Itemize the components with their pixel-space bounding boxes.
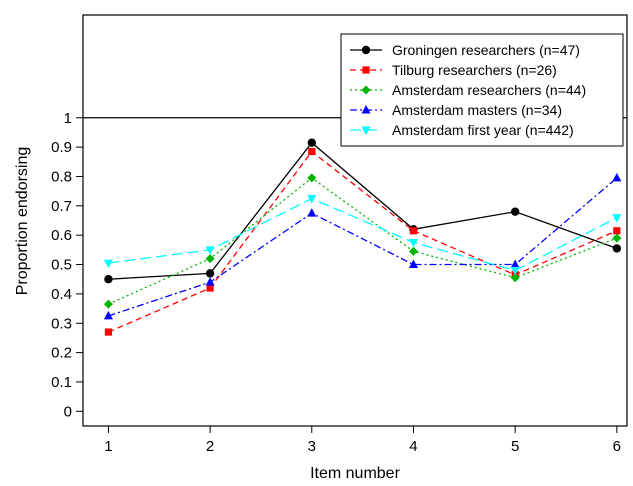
series-line	[108, 150, 618, 333]
data-point	[205, 269, 215, 278]
series-line	[108, 197, 618, 272]
data-point	[205, 246, 215, 255]
series-layer	[103, 138, 622, 336]
x-tick-label: 6	[613, 438, 621, 455]
series-line	[108, 177, 618, 317]
y-axis-title: Proportion endorsing	[14, 147, 31, 296]
legend-marker	[361, 126, 371, 135]
legend-label: Groningen researchers (n=47)	[392, 42, 580, 58]
y-tick-label: 0	[64, 403, 72, 420]
data-point	[307, 208, 317, 217]
plot-frame	[82, 14, 628, 427]
data-point	[104, 328, 113, 336]
series-line	[108, 141, 618, 280]
legend: Groningen researchers (n=47) Tilburg rese…	[340, 33, 624, 147]
data-point	[510, 273, 520, 283]
data-point	[612, 233, 622, 243]
legend-box	[340, 33, 624, 147]
data-point	[308, 147, 316, 156]
data-point	[307, 138, 316, 147]
data-point	[408, 246, 418, 256]
series-line	[108, 177, 618, 305]
data-point	[510, 207, 520, 216]
data-point	[205, 254, 215, 264]
data-point	[510, 259, 520, 269]
y-tick-label: 0.2	[51, 345, 72, 362]
legend-marker	[361, 45, 371, 55]
data-point	[206, 284, 214, 292]
data-point	[104, 275, 113, 284]
data-point	[408, 239, 418, 248]
y-tick-label: 1	[64, 110, 72, 127]
data-point	[103, 299, 113, 309]
y-tick-label: 0.7	[51, 198, 72, 215]
legend-label: Tilburg researchers (n=26)	[392, 62, 557, 78]
data-point	[510, 266, 520, 276]
legend-label: Amsterdam first year (n=442)	[392, 122, 574, 138]
x-tick-label: 3	[308, 438, 316, 455]
legend-label: Amsterdam researchers (n=44)	[392, 82, 586, 98]
y-tick-label: 0.9	[51, 139, 72, 156]
y-tick-label: 0.8	[51, 168, 72, 185]
data-point	[307, 194, 317, 204]
y-axis: 0 0.1 0.2 0.3 0.4 0.5 0.6 0.7 0.8 0.9 1	[51, 110, 83, 420]
data-point	[612, 214, 622, 223]
legend-marker	[361, 105, 371, 114]
legend-label: Amsterdam masters (n=34)	[392, 102, 562, 118]
data-point	[205, 277, 215, 286]
x-axis: 1 2 3 4 5 6	[104, 426, 621, 455]
data-point	[408, 259, 418, 269]
y-tick-label: 0.1	[51, 374, 72, 391]
x-tick-label: 4	[409, 438, 417, 455]
data-point	[103, 310, 113, 320]
data-point	[612, 244, 622, 253]
data-point	[307, 173, 317, 183]
x-tick-label: 1	[104, 438, 112, 455]
data-point	[613, 227, 621, 235]
data-point	[409, 227, 418, 235]
legend-marker	[362, 66, 370, 74]
y-tick-label: 0.4	[51, 286, 72, 303]
y-tick-label: 0.5	[51, 257, 72, 274]
legend-marker	[361, 85, 371, 95]
data-point	[103, 259, 113, 269]
x-tick-label: 2	[206, 438, 214, 455]
y-tick-label: 0.3	[51, 315, 72, 332]
x-axis-title: Item number	[310, 465, 400, 482]
data-point	[612, 172, 622, 182]
y-tick-label: 0.6	[51, 227, 72, 244]
x-tick-label: 5	[511, 438, 519, 455]
